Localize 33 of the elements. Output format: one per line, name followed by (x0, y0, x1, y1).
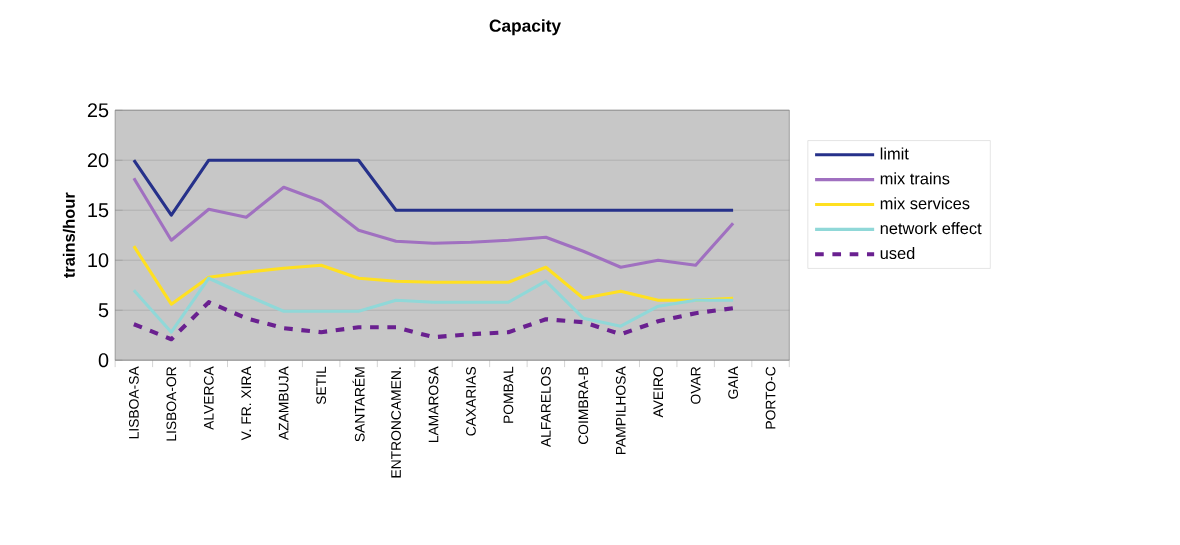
x-tick-label: POMBAL (503, 366, 514, 423)
legend-label: limit (880, 147, 909, 160)
x-tick-label: ENTRONCAMEN. (391, 367, 401, 478)
x-tick-label: SANTARÉM (352, 367, 365, 442)
chart-title: Capacity (489, 19, 561, 36)
x-tick-label: PAMPILHOSA (615, 366, 626, 454)
x-tick-label: ALVERCA (203, 366, 214, 430)
y-tick-label: 0 (98, 353, 109, 368)
x-tick-label: COIMBRA-B (578, 366, 589, 444)
y-tick-label: 25 (87, 103, 109, 118)
x-tick-label: GAIA (728, 366, 739, 399)
y-axis-title: trains/hour (62, 192, 76, 278)
y-tick-label: 10 (88, 253, 109, 268)
y-tick-label: 20 (87, 153, 109, 168)
x-tick-label: SETIL (316, 366, 327, 405)
x-tick-label: LAMAROSA (428, 366, 439, 442)
x-tick-label: LISBOA-SA (128, 366, 139, 439)
x-tick-label: OVAR (690, 366, 701, 404)
legend-label: mix trains (880, 172, 950, 185)
x-tick-label: AZAMBUJA (278, 366, 289, 440)
legend-label: network effect (880, 222, 982, 235)
x-tick-label: ALFARELOS (540, 366, 551, 447)
y-tick-label: 5 (98, 303, 109, 318)
y-tick-label: 15 (88, 203, 109, 218)
x-tick-label: AVEIRO (653, 366, 664, 418)
line-series (132, 176, 735, 269)
x-tick-label: V. FR. XIRA (241, 366, 251, 441)
legend-label: used (880, 246, 915, 259)
x-tick-label: CAXARIAS (466, 366, 476, 436)
legend-label: mix services (880, 197, 970, 210)
line-series (131, 300, 736, 342)
x-tick-label: PORTO-C (765, 366, 776, 429)
x-tick-label: LISBOA-OR (166, 366, 177, 441)
